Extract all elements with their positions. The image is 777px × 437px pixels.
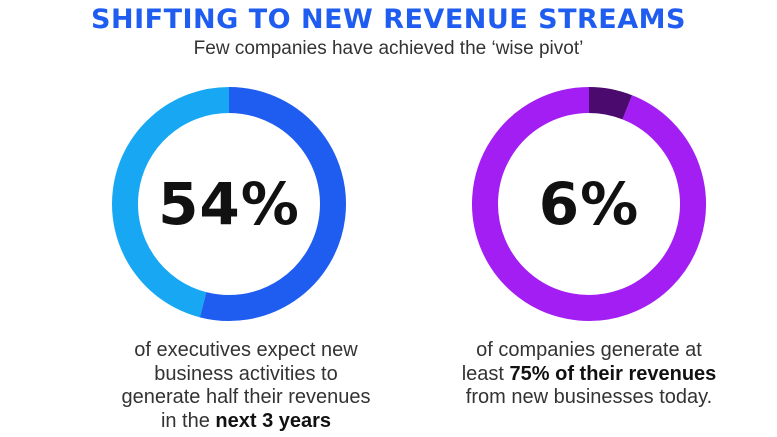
caption-executives-line-4: in the next 3 years bbox=[81, 410, 411, 434]
caption-executives: of executives expect new business activi… bbox=[81, 339, 411, 433]
donut-companies-value-arc bbox=[588, 87, 633, 120]
donut-companies-remainder-arc bbox=[472, 87, 706, 321]
donut-chart-executives: 54% bbox=[109, 84, 349, 324]
page-title: SHIFTING TO NEW REVENUE STREAMS bbox=[91, 4, 686, 35]
donut-executives-value-arc bbox=[199, 87, 346, 321]
donut-executives-svg bbox=[112, 87, 346, 321]
donut-companies-svg bbox=[472, 87, 706, 321]
caption-companies-line-3: from new businesses today. bbox=[465, 386, 713, 408]
caption-companies-line-1: of companies generate at bbox=[476, 339, 702, 361]
caption-companies: of companies generate at least 75% of th… bbox=[424, 339, 754, 410]
page-subtitle: Few companies have achieved the ‘wise pi… bbox=[193, 38, 584, 59]
caption-companies-line-2-prefix: least bbox=[461, 362, 510, 385]
donut-executives-value-label: 54% bbox=[158, 170, 300, 238]
caption-companies-highlight: 75% of their revenues bbox=[509, 362, 717, 385]
caption-companies-line-2: least 75% of their revenues bbox=[424, 363, 754, 387]
donut-companies-value-label: 6% bbox=[538, 170, 640, 238]
caption-executives-highlight: next 3 years bbox=[215, 409, 332, 432]
donut-chart-companies: 6% bbox=[469, 84, 709, 324]
caption-executives-line-2: business activities to bbox=[154, 362, 338, 385]
caption-executives-line-3: generate half their revenues bbox=[121, 386, 371, 408]
donut-executives-remainder-arc bbox=[112, 87, 230, 318]
caption-executives-line-1: of executives expect new bbox=[134, 339, 358, 361]
caption-executives-line-4-prefix: in the bbox=[160, 409, 216, 432]
